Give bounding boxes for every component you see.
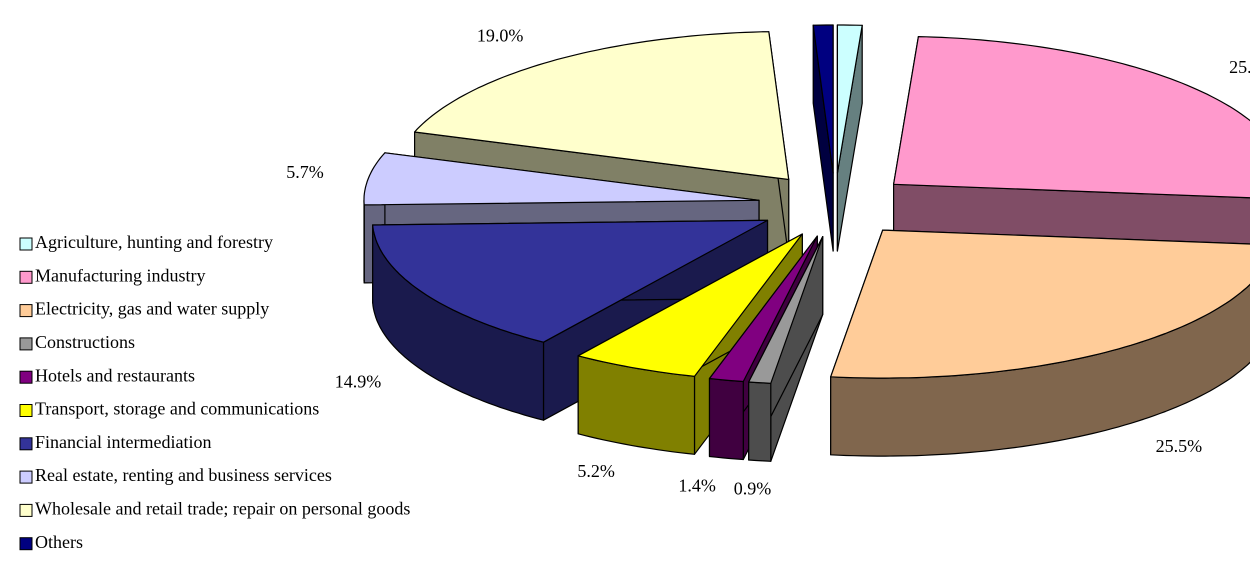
- legend-swatch: [19, 304, 33, 318]
- legend-label: Electricity, gas and water supply: [35, 299, 269, 319]
- slice: [748, 236, 824, 462]
- legend-swatch: [19, 237, 33, 251]
- data-label: 19.0%: [477, 26, 524, 46]
- slice: [748, 236, 824, 384]
- data-label: 5.2%: [577, 461, 615, 481]
- data-label: 25.6%: [1229, 57, 1250, 77]
- slice: [836, 24, 863, 174]
- legend-label: Hotels and restaurants: [35, 365, 195, 385]
- slice: [836, 24, 863, 252]
- legend-label: Real estate, renting and business servic…: [35, 465, 332, 485]
- slice: [708, 235, 818, 383]
- legend-label: Manufacturing industry: [35, 265, 205, 285]
- legend-label: Financial intermediation: [35, 432, 211, 452]
- legend-swatch: [19, 337, 33, 351]
- legend-swatch: [19, 404, 33, 417]
- legend-label: Others: [35, 532, 83, 552]
- slice: [414, 31, 790, 181]
- legend-swatch: [19, 470, 33, 484]
- slice: [577, 233, 803, 377]
- legend-swatch: [19, 370, 33, 384]
- data-label: 14.9%: [335, 372, 382, 392]
- slice-side: [748, 381, 772, 462]
- slice: [812, 24, 834, 174]
- legend-swatch: [19, 270, 33, 284]
- data-label: 5.7%: [286, 162, 324, 182]
- slice: [363, 152, 760, 206]
- legend-swatch: [19, 503, 33, 517]
- slice: [812, 24, 834, 252]
- legend-swatch: [19, 437, 33, 451]
- slice-side: [708, 377, 744, 461]
- data-label: 0.8%: [803, 0, 841, 3]
- legend-label: Agriculture, hunting and forestry: [35, 232, 273, 252]
- legend-label: Wholesale and retail trade; repair on pe…: [35, 499, 410, 519]
- slice: [830, 229, 1250, 457]
- legend-swatch: [19, 537, 33, 551]
- data-label: 0.9%: [734, 478, 772, 498]
- data-label: 1.0%: [832, 0, 870, 3]
- legend-label: Constructions: [35, 332, 135, 352]
- legend-label: Transport, storage and communications: [35, 399, 319, 419]
- data-label: 1.4%: [678, 475, 716, 495]
- slice: [893, 36, 1250, 199]
- data-label: 25.5%: [1156, 436, 1203, 456]
- slice: [372, 219, 769, 343]
- slice: [830, 229, 1250, 379]
